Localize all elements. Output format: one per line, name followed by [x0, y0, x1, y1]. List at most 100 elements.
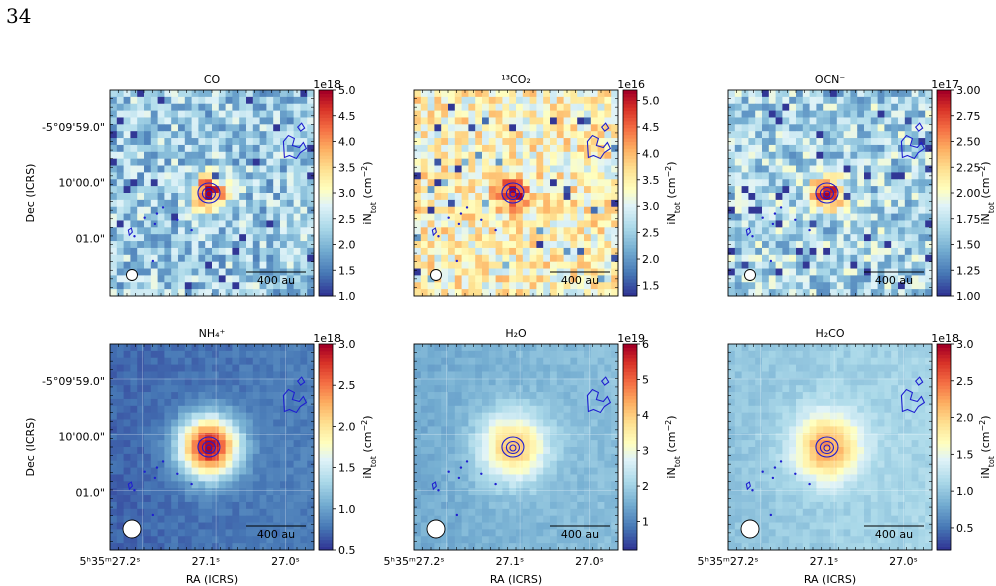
heatmap-cell — [225, 172, 233, 180]
colorbar-segment — [319, 501, 333, 506]
heatmap-cell — [448, 90, 456, 98]
heatmap-cell — [857, 124, 865, 132]
heatmap-cell — [577, 144, 585, 153]
heatmap-cell — [246, 117, 254, 125]
heatmap-cell — [212, 247, 220, 256]
heatmap-cell — [259, 495, 267, 503]
heatmap-cell — [171, 138, 179, 146]
heatmap-cell — [823, 165, 831, 173]
heatmap-cell — [529, 474, 537, 482]
heatmap-cell — [597, 467, 605, 475]
heatmap-cell — [252, 364, 260, 372]
heatmap-cell — [836, 144, 844, 153]
heatmap-cell — [205, 364, 213, 372]
heatmap-cell — [246, 453, 254, 462]
heatmap-cell — [550, 103, 558, 111]
heatmap-cell — [570, 213, 578, 221]
heatmap-cell — [259, 151, 267, 160]
colorbar-segment — [937, 148, 951, 153]
heatmap-cell — [171, 495, 179, 503]
heatmap-cell — [130, 144, 138, 153]
heatmap-cell — [212, 254, 220, 263]
heatmap-cell — [280, 234, 288, 242]
heatmap-cell — [273, 447, 281, 455]
heatmap-cell — [550, 206, 558, 214]
heatmap-cell — [584, 117, 592, 125]
heatmap-cell — [239, 220, 247, 228]
heatmap-cell — [611, 96, 619, 105]
heatmap-cell — [925, 165, 933, 173]
heatmap-cell — [123, 371, 131, 379]
heatmap-cell — [461, 275, 469, 283]
heatmap-cell — [137, 501, 145, 510]
heatmap-cell — [509, 405, 517, 414]
heatmap-cell — [130, 227, 138, 235]
heatmap-cell — [864, 199, 872, 208]
heatmap-cell — [184, 474, 192, 482]
heatmap-cell — [116, 172, 124, 180]
heatmap-cell — [488, 227, 496, 235]
heatmap-cell — [570, 247, 578, 256]
heatmap-cell — [590, 206, 598, 214]
heatmap-cell — [502, 241, 510, 249]
heatmap-cell — [414, 241, 422, 249]
heatmap-cell — [755, 131, 763, 139]
heatmap-cell — [198, 199, 206, 208]
heatmap-cell — [307, 206, 315, 214]
heatmap-cell — [850, 282, 858, 290]
heatmap-cell — [239, 536, 247, 544]
heatmap-cell — [556, 261, 564, 269]
heatmap-cell — [789, 220, 797, 228]
heatmap-cell — [823, 138, 831, 146]
heatmap-cell — [597, 103, 605, 111]
heatmap-cell — [590, 350, 598, 359]
heatmap-cell — [259, 481, 267, 489]
colorbar-segment — [623, 261, 637, 266]
heatmap-cell — [293, 144, 301, 153]
heatmap-cell — [427, 144, 435, 153]
heatmap-cell — [843, 144, 851, 153]
heatmap-cell — [741, 234, 749, 242]
heatmap-cell — [475, 234, 483, 242]
heatmap-cell — [266, 467, 274, 475]
heatmap-cell — [556, 179, 564, 187]
heatmap-cell — [802, 165, 810, 173]
heatmap-cell — [246, 275, 254, 283]
heatmap-cell — [488, 110, 496, 118]
heatmap-cell — [266, 453, 274, 462]
heatmap-cell — [218, 206, 226, 214]
heatmap-cell — [468, 213, 476, 221]
heatmap-cell — [280, 213, 288, 221]
heatmap-cell — [475, 371, 483, 379]
contour-dot — [779, 206, 783, 209]
heatmap-cell — [536, 344, 544, 352]
heatmap-cell — [441, 474, 449, 482]
heatmap-cell — [789, 124, 797, 132]
heatmap-cell — [584, 371, 592, 379]
heatmap-cell — [482, 90, 490, 98]
heatmap-cell — [563, 117, 571, 125]
heatmap-cell — [604, 392, 612, 400]
heatmap-cell — [850, 275, 858, 283]
heatmap-cell — [218, 158, 226, 166]
heatmap-cell — [550, 412, 558, 420]
heatmap-cell — [802, 96, 810, 105]
heatmap-cell — [259, 467, 267, 475]
heatmap-cell — [252, 220, 260, 228]
colorbar-segment — [319, 443, 333, 448]
heatmap-cell — [475, 392, 483, 400]
heatmap-cell — [218, 227, 226, 235]
heatmap-cell — [570, 474, 578, 482]
heatmap-cell — [123, 405, 131, 414]
heatmap-cell — [796, 138, 804, 146]
heatmap-cell — [164, 467, 172, 475]
heatmap-cell — [802, 199, 810, 208]
colorbar-label: iNtot (cm−2) — [978, 161, 996, 224]
heatmap-cell — [502, 144, 510, 153]
heatmap-cell — [728, 179, 736, 187]
heatmap-cell — [516, 124, 524, 132]
heatmap-cell — [130, 179, 138, 187]
heatmap-cell — [448, 193, 456, 201]
contour-feature — [282, 134, 308, 160]
heatmap-cell — [611, 405, 619, 414]
